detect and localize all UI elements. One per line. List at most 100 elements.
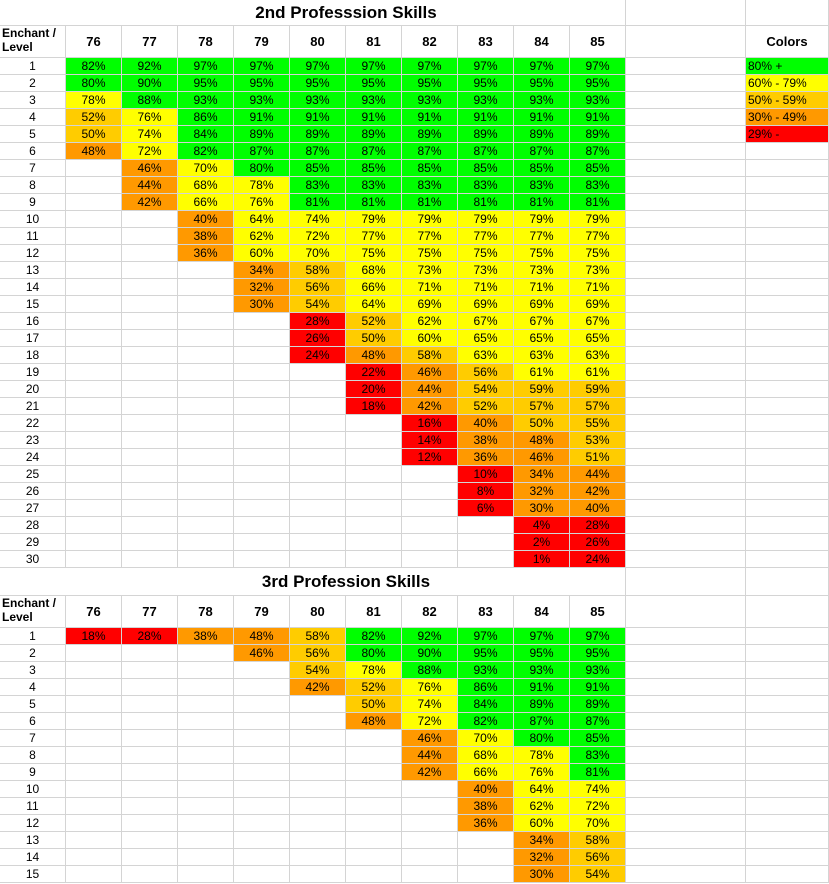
- data-cell[interactable]: 79%: [570, 211, 626, 228]
- column-header-79[interactable]: 79: [234, 26, 290, 58]
- data-cell[interactable]: 92%: [122, 58, 178, 75]
- data-cell[interactable]: 81%: [458, 194, 514, 211]
- title-row-cell[interactable]: [0, 0, 626, 26]
- data-cell[interactable]: 26%: [570, 534, 626, 551]
- empty-cell[interactable]: [178, 313, 234, 330]
- empty-cell[interactable]: [66, 815, 122, 832]
- empty-cell[interactable]: [178, 551, 234, 568]
- empty-cell[interactable]: [346, 764, 402, 781]
- empty-cell[interactable]: [626, 866, 746, 883]
- data-cell[interactable]: 97%: [178, 58, 234, 75]
- data-cell[interactable]: 58%: [570, 832, 626, 849]
- data-cell[interactable]: 76%: [402, 679, 458, 696]
- empty-cell[interactable]: [626, 483, 746, 500]
- empty-cell[interactable]: [746, 679, 829, 696]
- data-cell[interactable]: 50%: [346, 696, 402, 713]
- data-cell[interactable]: 40%: [458, 781, 514, 798]
- empty-cell[interactable]: [178, 849, 234, 866]
- data-cell[interactable]: 71%: [514, 279, 570, 296]
- empty-cell[interactable]: [178, 764, 234, 781]
- data-cell[interactable]: 48%: [514, 432, 570, 449]
- empty-cell[interactable]: [290, 517, 346, 534]
- data-cell[interactable]: 97%: [514, 58, 570, 75]
- empty-cell[interactable]: [746, 177, 829, 194]
- row-level-10[interactable]: 10: [0, 781, 66, 798]
- empty-cell[interactable]: [234, 730, 290, 747]
- data-cell[interactable]: 70%: [570, 815, 626, 832]
- row-level-30[interactable]: 30: [0, 551, 66, 568]
- empty-cell[interactable]: [122, 262, 178, 279]
- empty-cell[interactable]: [746, 160, 829, 177]
- empty-cell[interactable]: [122, 313, 178, 330]
- empty-cell[interactable]: [66, 313, 122, 330]
- data-cell[interactable]: 89%: [570, 696, 626, 713]
- empty-cell[interactable]: [746, 517, 829, 534]
- data-cell[interactable]: 89%: [514, 126, 570, 143]
- empty-cell[interactable]: [290, 866, 346, 883]
- data-cell[interactable]: 38%: [458, 432, 514, 449]
- data-cell[interactable]: 93%: [570, 662, 626, 679]
- empty-cell[interactable]: [178, 279, 234, 296]
- empty-cell[interactable]: [402, 500, 458, 517]
- empty-cell[interactable]: [178, 296, 234, 313]
- data-cell[interactable]: 40%: [458, 415, 514, 432]
- empty-cell[interactable]: [626, 330, 746, 347]
- column-header-82[interactable]: 82: [402, 596, 458, 628]
- empty-cell[interactable]: [122, 798, 178, 815]
- column-header-84[interactable]: 84: [514, 596, 570, 628]
- data-cell[interactable]: 65%: [570, 330, 626, 347]
- data-cell[interactable]: 97%: [402, 58, 458, 75]
- empty-cell[interactable]: [178, 364, 234, 381]
- data-cell[interactable]: 82%: [66, 58, 122, 75]
- data-cell[interactable]: 91%: [290, 109, 346, 126]
- data-cell[interactable]: 85%: [570, 730, 626, 747]
- empty-cell[interactable]: [290, 696, 346, 713]
- row-level-12[interactable]: 12: [0, 815, 66, 832]
- data-cell[interactable]: 28%: [570, 517, 626, 534]
- empty-cell[interactable]: [746, 296, 829, 313]
- empty-cell[interactable]: [626, 747, 746, 764]
- data-cell[interactable]: 65%: [514, 330, 570, 347]
- empty-cell[interactable]: [178, 262, 234, 279]
- data-cell[interactable]: 93%: [514, 662, 570, 679]
- data-cell[interactable]: 87%: [570, 143, 626, 160]
- data-cell[interactable]: 61%: [514, 364, 570, 381]
- data-cell[interactable]: 77%: [402, 228, 458, 245]
- legend-item[interactable]: 29% -: [746, 126, 829, 143]
- row-level-19[interactable]: 19: [0, 364, 66, 381]
- empty-cell[interactable]: [234, 398, 290, 415]
- empty-cell[interactable]: [66, 534, 122, 551]
- empty-cell[interactable]: [746, 568, 829, 596]
- empty-cell[interactable]: [290, 432, 346, 449]
- data-cell[interactable]: 18%: [66, 628, 122, 645]
- data-cell[interactable]: 70%: [290, 245, 346, 262]
- row-level-20[interactable]: 20: [0, 381, 66, 398]
- row-level-26[interactable]: 26: [0, 483, 66, 500]
- empty-cell[interactable]: [746, 0, 829, 26]
- data-cell[interactable]: 63%: [458, 347, 514, 364]
- empty-cell[interactable]: [626, 194, 746, 211]
- data-cell[interactable]: 82%: [458, 713, 514, 730]
- column-header-82[interactable]: 82: [402, 26, 458, 58]
- empty-cell[interactable]: [746, 596, 829, 628]
- empty-cell[interactable]: [626, 92, 746, 109]
- empty-cell[interactable]: [122, 364, 178, 381]
- data-cell[interactable]: 42%: [290, 679, 346, 696]
- data-cell[interactable]: 50%: [66, 126, 122, 143]
- empty-cell[interactable]: [234, 781, 290, 798]
- row-level-14[interactable]: 14: [0, 849, 66, 866]
- data-cell[interactable]: 91%: [234, 109, 290, 126]
- empty-cell[interactable]: [746, 483, 829, 500]
- data-cell[interactable]: 34%: [514, 466, 570, 483]
- data-cell[interactable]: 97%: [458, 628, 514, 645]
- empty-cell[interactable]: [746, 415, 829, 432]
- data-cell[interactable]: 93%: [458, 662, 514, 679]
- data-cell[interactable]: 58%: [402, 347, 458, 364]
- empty-cell[interactable]: [66, 713, 122, 730]
- empty-cell[interactable]: [402, 483, 458, 500]
- data-cell[interactable]: 77%: [458, 228, 514, 245]
- data-cell[interactable]: 71%: [402, 279, 458, 296]
- empty-cell[interactable]: [346, 781, 402, 798]
- row-level-6[interactable]: 6: [0, 143, 66, 160]
- data-cell[interactable]: 56%: [458, 364, 514, 381]
